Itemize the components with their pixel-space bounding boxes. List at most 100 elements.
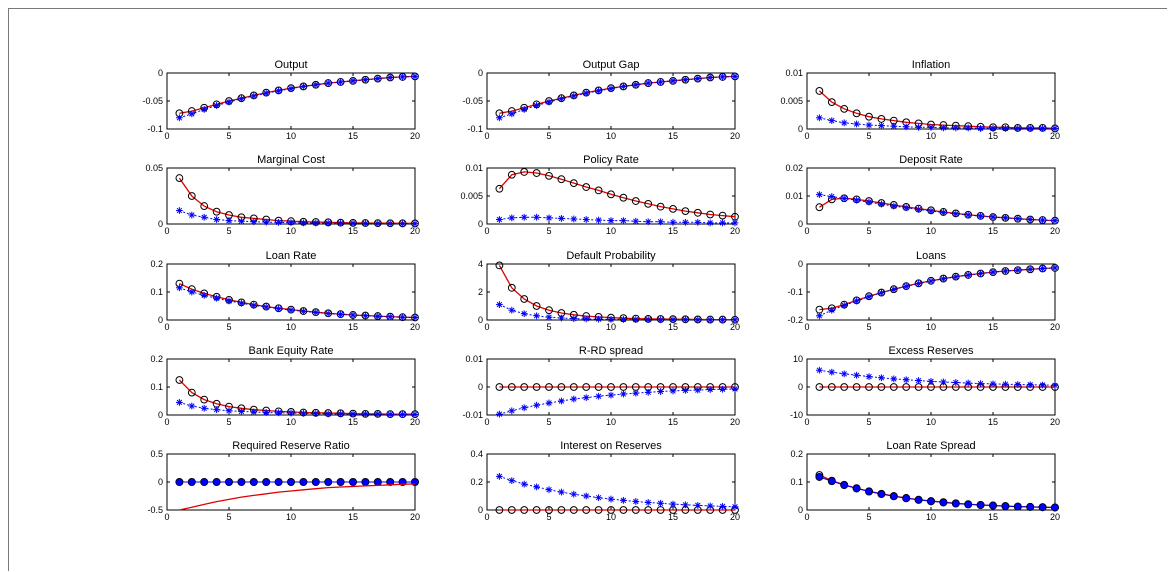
x-tick-label: 0 (484, 512, 489, 522)
data-point-star (287, 306, 295, 314)
data-point-star (520, 310, 528, 318)
y-tick-label: 0.2 (150, 259, 163, 269)
x-tick-label: 0 (804, 322, 809, 332)
data-point-star (620, 217, 627, 225)
y-tick-label: 0 (478, 68, 483, 78)
data-point-star (977, 212, 984, 220)
data-point-star (1039, 125, 1046, 132)
data-point-circle (815, 87, 824, 95)
data-point-circle (532, 506, 541, 514)
data-point-star (362, 76, 369, 84)
data-point-circle (495, 184, 504, 193)
data-point-filled (877, 490, 886, 499)
subplot-title: Interest on Reserves (560, 440, 662, 452)
data-point-star (682, 386, 689, 394)
data-point-filled (299, 477, 308, 486)
x-tick-label: 0 (484, 226, 489, 236)
data-point-circle (200, 395, 209, 404)
x-tick-label: 5 (866, 417, 871, 427)
data-point-star (1002, 380, 1009, 388)
data-point-star (731, 72, 739, 80)
data-point-circle (619, 383, 628, 391)
data-point-star (816, 312, 823, 320)
data-point-star (250, 408, 258, 416)
x-tick-label: 10 (926, 417, 936, 427)
data-point-circle (889, 383, 898, 391)
data-point-star (520, 106, 528, 113)
x-tick-label: 20 (410, 226, 420, 236)
data-point-star (582, 89, 590, 97)
data-point-filled (237, 477, 246, 486)
data-point-star (840, 302, 848, 309)
x-tick-label: 15 (668, 131, 678, 141)
data-point-filled (852, 484, 861, 493)
data-point-star (496, 473, 503, 480)
x-tick-label: 10 (286, 512, 296, 522)
x-tick-label: 20 (730, 226, 740, 236)
data-point-filled (286, 477, 295, 486)
data-point-star (411, 411, 419, 418)
data-point-star (496, 216, 503, 223)
data-point-star (362, 220, 369, 227)
x-tick-label: 5 (226, 512, 231, 522)
data-point-star (225, 217, 233, 225)
data-point-star (1039, 216, 1046, 224)
data-point-filled (989, 501, 998, 510)
data-point-star (1026, 381, 1034, 389)
x-tick-label: 20 (730, 512, 740, 522)
data-point-circle (815, 383, 824, 391)
y-tick-label: 0.2 (150, 354, 163, 364)
subplot-title: Loans (916, 250, 946, 262)
data-point-star (399, 411, 406, 418)
y-tick-label: 4 (478, 259, 483, 269)
data-point-star (682, 316, 689, 324)
x-tick-label: 10 (286, 322, 296, 332)
data-point-star (545, 399, 553, 407)
x-tick-label: 15 (348, 226, 358, 236)
data-point-star (840, 370, 848, 378)
data-point-star (940, 209, 947, 216)
data-point-star (520, 480, 528, 488)
data-point-star (496, 114, 503, 122)
data-point-circle (520, 506, 529, 514)
data-point-circle (582, 183, 591, 191)
x-tick-label: 0 (164, 131, 169, 141)
data-point-star (1051, 264, 1059, 272)
data-point-circle (631, 506, 640, 514)
data-point-star (200, 213, 208, 221)
x-tick-label: 10 (286, 417, 296, 427)
y-tick-label: 0.1 (150, 287, 163, 297)
data-point-star (657, 78, 664, 86)
data-point-circle (175, 376, 184, 384)
data-point-circle (569, 383, 578, 391)
data-point-star (816, 114, 823, 122)
subplot-title: Loan Rate Spread (886, 440, 975, 452)
data-point-star (1014, 215, 1022, 223)
subplot-6: Deposit Rate 0 5 10 15 20 0 0.01 0.02 (785, 154, 1060, 236)
data-point-star (558, 314, 565, 322)
data-point-circle (200, 202, 209, 210)
data-point-star (496, 410, 503, 418)
data-point-star (312, 410, 320, 417)
x-tick-label: 20 (730, 322, 740, 332)
data-point-star (644, 499, 652, 506)
x-tick-label: 5 (546, 226, 551, 236)
data-point-filled (840, 481, 849, 490)
data-point-star (508, 110, 516, 118)
data-point-star (731, 385, 739, 393)
data-point-star (533, 483, 540, 491)
data-point-star (669, 77, 677, 85)
data-point-star (682, 218, 689, 226)
data-point-star (719, 502, 726, 510)
data-point-circle (569, 506, 578, 514)
data-point-star (200, 106, 208, 113)
subplot-title: R-RD spread (579, 345, 643, 357)
data-point-star (250, 302, 258, 309)
data-point-star (1051, 125, 1059, 132)
x-tick-label: 0 (804, 226, 809, 236)
y-tick-label: 0.4 (470, 449, 483, 459)
data-point-filled (889, 492, 898, 501)
x-tick-label: 10 (606, 322, 616, 332)
subplot-4: Marginal Cost 0 5 10 15 20 0 0.05 (145, 154, 420, 236)
